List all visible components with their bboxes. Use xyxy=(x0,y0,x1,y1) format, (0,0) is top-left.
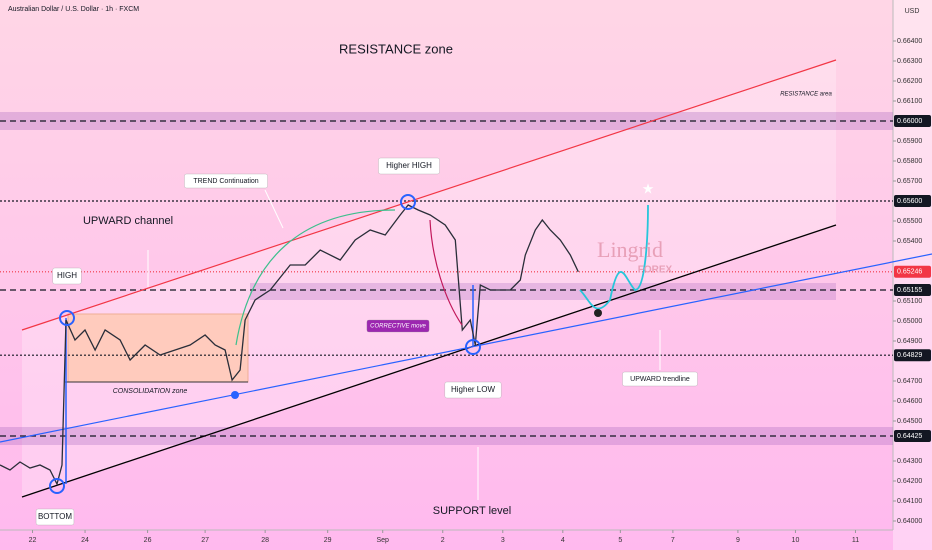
pointer xyxy=(264,189,284,229)
level-badge xyxy=(894,284,931,296)
trend-arrow xyxy=(235,209,396,346)
annotation: Higher LOW xyxy=(451,385,495,394)
level-badge xyxy=(894,195,931,207)
level-badge xyxy=(894,115,931,127)
level-badge xyxy=(894,430,931,442)
annotation: RESISTANCE area xyxy=(780,92,832,98)
y-tick-label: 0.64000 xyxy=(897,518,922,525)
annotation: BOTTOM xyxy=(38,512,72,521)
watermark: FOREX xyxy=(638,265,673,276)
y-tick-label: 0.64100 xyxy=(897,498,922,505)
pivot-circle xyxy=(49,478,65,494)
price-line xyxy=(0,204,579,486)
annotation: Higher HIGH xyxy=(386,161,432,170)
annotation: UPWARD trendline xyxy=(630,376,690,383)
annotation: SUPPORT level xyxy=(433,505,511,517)
x-tick-label: Sep xyxy=(376,537,389,544)
corrective-arrow xyxy=(429,219,463,326)
level-label: 0.64829 xyxy=(897,352,922,359)
level-label: 0.65246 xyxy=(897,269,922,276)
x-tick-label: 5 xyxy=(618,537,622,544)
y-tick-label: 0.66100 xyxy=(897,98,922,105)
channel-fill xyxy=(22,60,836,497)
mid-band xyxy=(250,283,836,300)
annotation-box xyxy=(52,267,82,285)
level-badge xyxy=(894,349,931,362)
x-tick-label: 2 xyxy=(441,537,445,544)
channel-top xyxy=(21,59,837,331)
consolidation-box xyxy=(67,313,249,383)
x-tick-label: 24 xyxy=(81,537,89,544)
level-label: 0.64425 xyxy=(897,433,922,440)
x-tick-label: 22 xyxy=(29,537,37,544)
annotation-box xyxy=(366,319,430,333)
x-tick-label: 27 xyxy=(201,537,209,544)
y-tick-label: 0.64200 xyxy=(897,478,922,485)
y-tick-label: 0.64600 xyxy=(897,398,922,405)
annotation: UPWARD channel xyxy=(83,215,173,227)
y-tick-label: 0.64300 xyxy=(897,458,922,465)
annotation-box xyxy=(35,508,75,526)
watermark: Lingrid xyxy=(597,237,663,262)
projection-path xyxy=(579,204,649,310)
y-tick-label: 0.65500 xyxy=(897,218,922,225)
star-icon: ★ xyxy=(642,181,655,197)
annotation-box xyxy=(622,371,698,387)
y-tick-label: 0.65800 xyxy=(897,158,922,165)
annotation: HIGH xyxy=(57,271,77,280)
x-tick-label: 11 xyxy=(852,537,859,544)
level-label: 0.65155 xyxy=(897,287,922,294)
pivot-circle xyxy=(465,339,481,355)
annotation: TREND Continuation xyxy=(193,178,258,185)
level-label: 0.66000 xyxy=(897,118,922,125)
x-tick-label: 10 xyxy=(792,537,800,544)
y-tick-label: 0.65000 xyxy=(897,318,922,325)
y-tick-label: 0.66300 xyxy=(897,58,922,65)
annotation: RESISTANCE zone xyxy=(339,41,453,56)
level-label: 0.65600 xyxy=(897,198,922,205)
x-tick-label: 4 xyxy=(561,537,565,544)
y-tick-label: 0.65100 xyxy=(897,298,922,305)
annotation-box xyxy=(378,157,440,175)
pivot-circle xyxy=(59,310,75,326)
pivot-circle xyxy=(400,194,416,210)
eye-icon xyxy=(594,309,602,317)
annotation-box xyxy=(184,173,268,189)
resistance-band xyxy=(0,112,893,130)
x-tick-label: 7 xyxy=(671,537,675,544)
currency: USD xyxy=(905,8,920,15)
support-band xyxy=(0,427,893,445)
y-tick-label: 0.64500 xyxy=(897,418,922,425)
y-tick-label: 0.65400 xyxy=(897,238,922,245)
pivot-dot xyxy=(231,391,239,399)
chart-title: Australian Dollar / U.S. Dollar · 1h · F… xyxy=(8,6,139,13)
level-badge xyxy=(894,265,931,278)
x-tick-label: 9 xyxy=(736,537,740,544)
y-tick-label: 0.66200 xyxy=(897,78,922,85)
y-tick-label: 0.64900 xyxy=(897,338,922,345)
y-tick-label: 0.64700 xyxy=(897,378,922,385)
annotation: CORRECTIVE move xyxy=(370,324,426,330)
annotation-box xyxy=(444,381,502,399)
x-tick-label: 3 xyxy=(501,537,505,544)
annotation: CONSOLIDATION zone xyxy=(113,388,188,395)
x-tick-label: 29 xyxy=(324,537,332,544)
x-tick-label: 26 xyxy=(144,537,152,544)
x-tick-label: 28 xyxy=(261,537,269,544)
y-tick-label: 0.65700 xyxy=(897,178,922,185)
channel-bottom xyxy=(21,224,837,498)
y-tick-label: 0.65900 xyxy=(897,138,922,145)
y-tick-label: 0.66400 xyxy=(897,38,922,45)
